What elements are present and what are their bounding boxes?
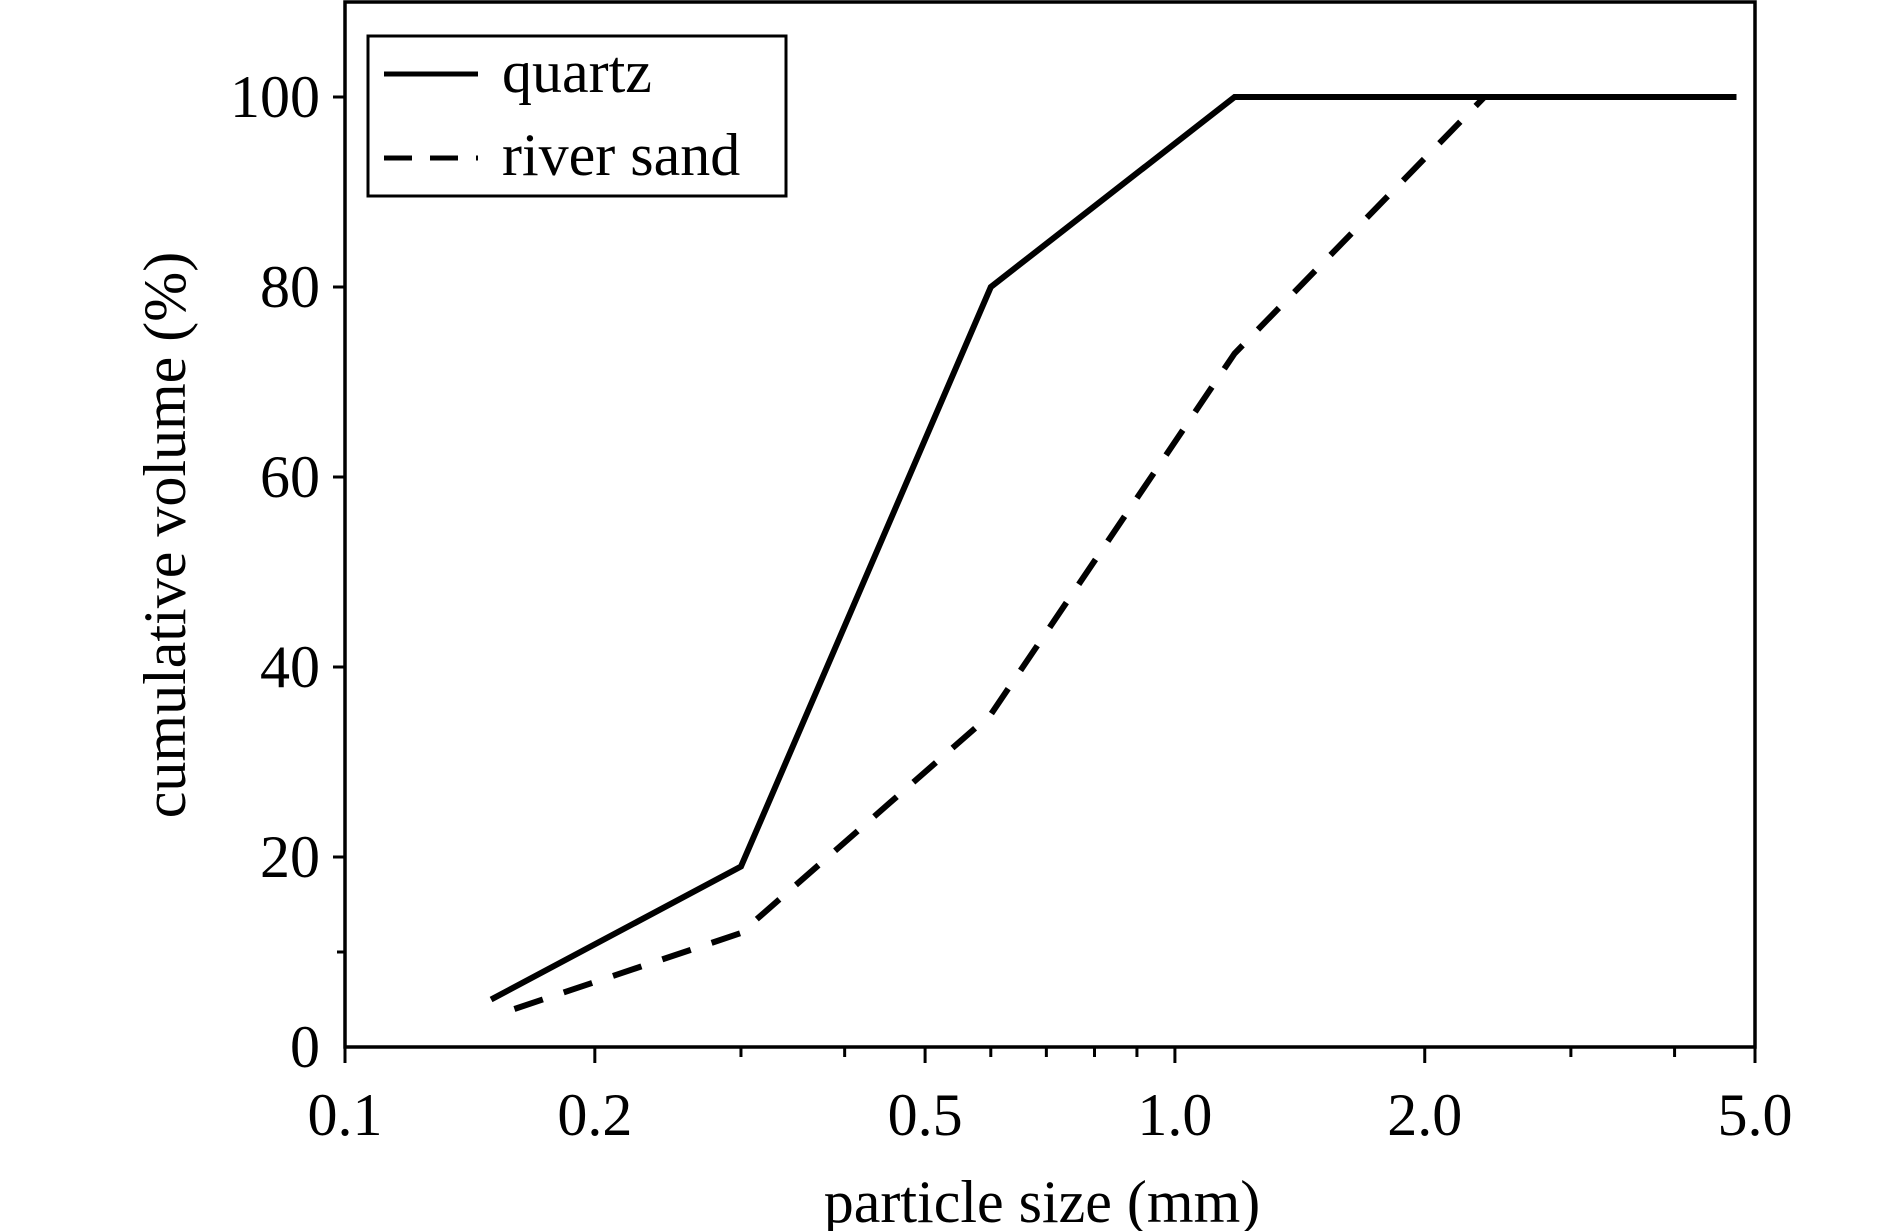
series-line-river-sand — [513, 94, 1737, 1012]
y-tick-label: 60 — [260, 444, 320, 510]
plot-frame — [343, 0, 1757, 1049]
y-tick-label: 80 — [260, 254, 320, 320]
x-tick-label: 0.1 — [308, 1082, 383, 1148]
y-tick-label: 40 — [260, 634, 320, 700]
x-tick-label: 0.5 — [888, 1082, 963, 1148]
legend: quartz river sand — [366, 34, 788, 198]
legend-label-river-sand: river sand — [502, 122, 740, 188]
series-layer — [489, 94, 1737, 1012]
y-axis-title: cumulative volume (%) — [132, 252, 198, 818]
x-tick-label: 0.2 — [557, 1082, 632, 1148]
x-axis-title: particle size (mm) — [824, 1169, 1260, 1231]
y-tick-label: 20 — [260, 824, 320, 890]
x-tick-label: 5.0 — [1718, 1082, 1793, 1148]
x-tick-label: 1.0 — [1137, 1082, 1212, 1148]
y-tick-label: 0 — [290, 1014, 320, 1080]
legend-box — [366, 34, 788, 198]
legend-label-quartz: quartz — [502, 39, 652, 105]
y-tick-label: 100 — [230, 64, 320, 130]
x-tick-label: 2.0 — [1387, 1082, 1462, 1148]
axis-ticks: 0.1 0.2 0.5 1.0 2.0 5.0 0 20 40 60 80 100 — [230, 64, 1793, 1148]
series-line-quartz — [489, 94, 1737, 1003]
